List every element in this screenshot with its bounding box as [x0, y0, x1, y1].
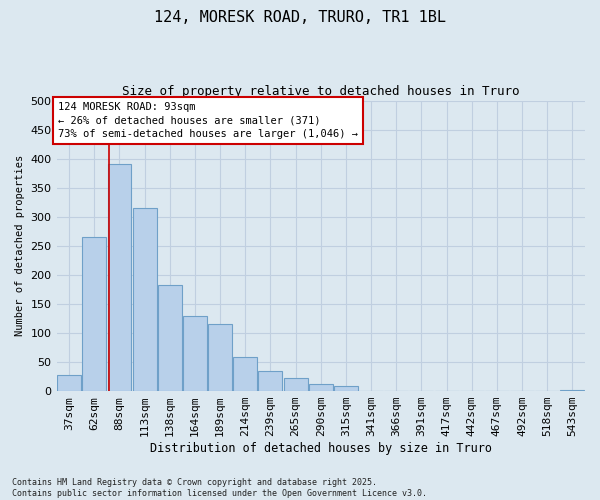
Bar — [158, 286, 182, 391]
Bar — [485, 390, 509, 391]
Bar — [309, 384, 333, 391]
Bar — [82, 237, 106, 391]
Bar — [133, 208, 157, 391]
Bar — [233, 358, 257, 391]
Bar — [259, 370, 283, 391]
X-axis label: Distribution of detached houses by size in Truro: Distribution of detached houses by size … — [150, 442, 492, 455]
Bar — [334, 386, 358, 391]
Title: Size of property relative to detached houses in Truro: Size of property relative to detached ho… — [122, 85, 520, 98]
Text: Contains HM Land Registry data © Crown copyright and database right 2025.
Contai: Contains HM Land Registry data © Crown c… — [12, 478, 427, 498]
Y-axis label: Number of detached properties: Number of detached properties — [15, 155, 25, 336]
Bar — [284, 378, 308, 391]
Bar — [57, 375, 81, 391]
Text: 124 MORESK ROAD: 93sqm
← 26% of detached houses are smaller (371)
73% of semi-de: 124 MORESK ROAD: 93sqm ← 26% of detached… — [58, 102, 358, 139]
Bar — [560, 390, 584, 391]
Bar — [183, 316, 207, 391]
Text: 124, MORESK ROAD, TRURO, TR1 1BL: 124, MORESK ROAD, TRURO, TR1 1BL — [154, 10, 446, 25]
Bar — [107, 164, 131, 391]
Bar — [208, 324, 232, 391]
